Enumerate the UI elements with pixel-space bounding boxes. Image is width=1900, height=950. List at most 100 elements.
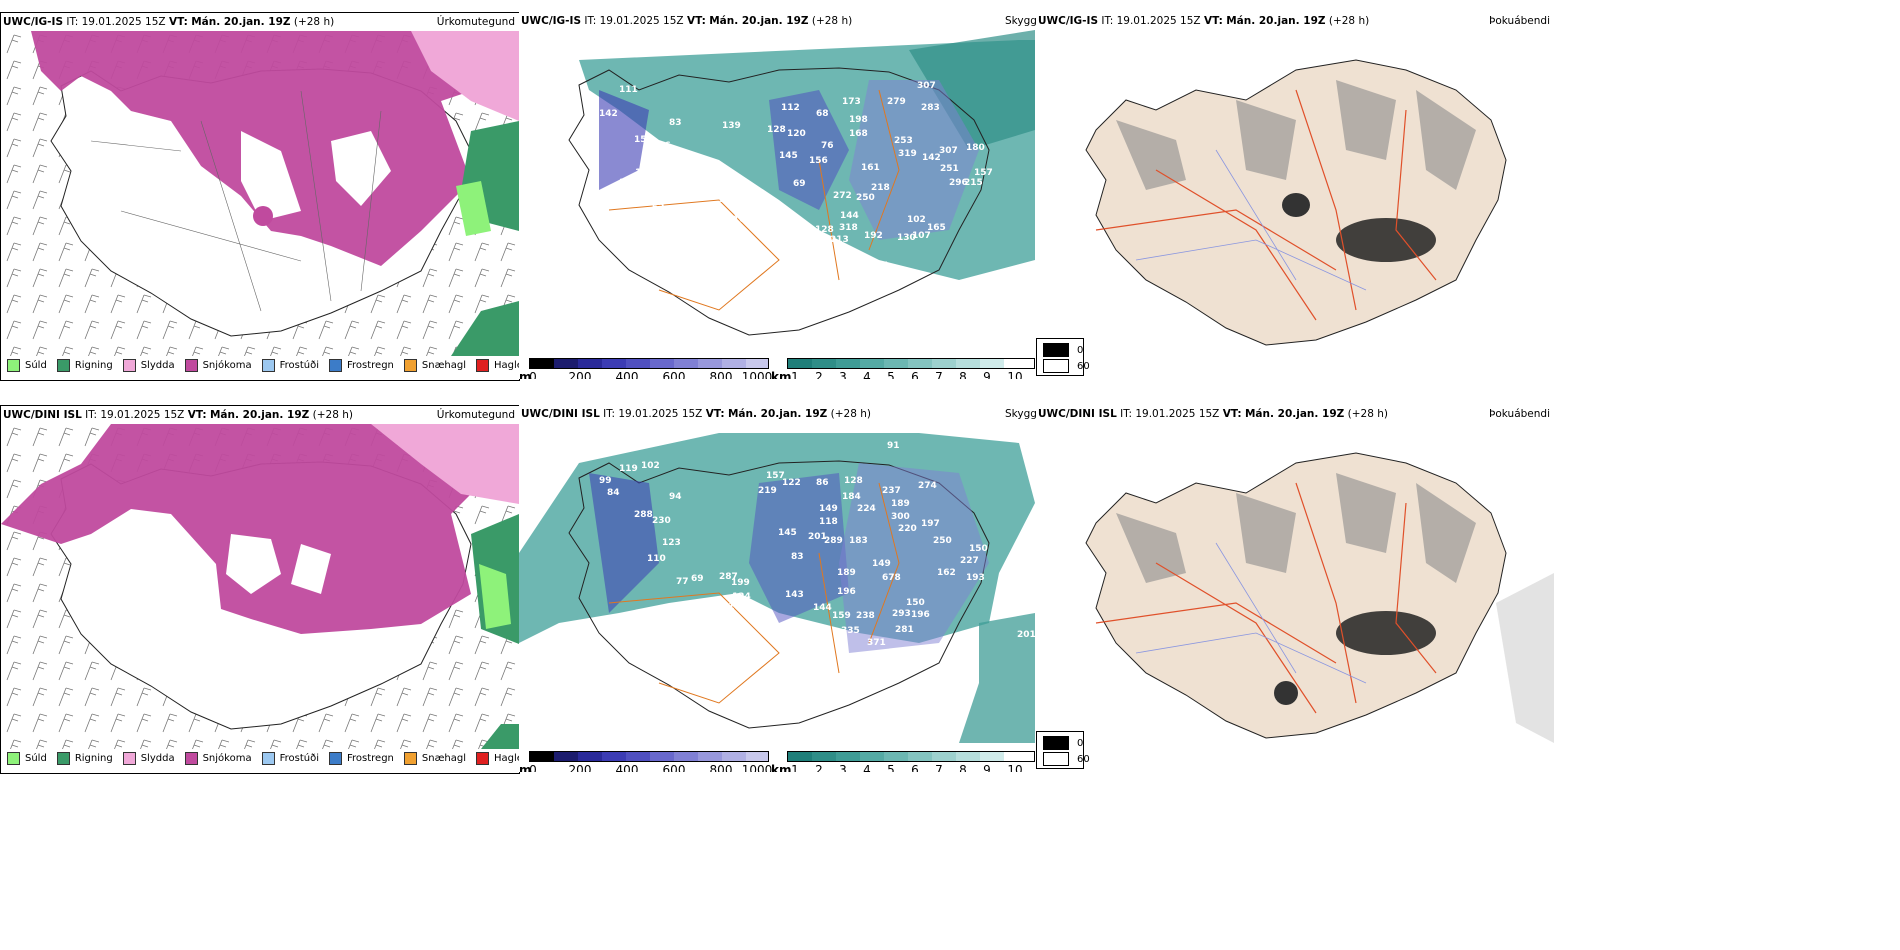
svg-text:143: 143 — [785, 590, 804, 600]
svg-text:150: 150 — [906, 598, 925, 608]
svg-text:318: 318 — [839, 223, 858, 233]
svg-text:102: 102 — [641, 461, 660, 471]
svg-text:123: 123 — [662, 538, 681, 548]
svg-text:105: 105 — [733, 215, 752, 225]
cloud-map: 119 102 99 84 94 288 230 123 110 77 69 2… — [519, 423, 1035, 743]
legend-item: Rigning — [56, 359, 113, 372]
svg-text:289: 289 — [824, 536, 843, 546]
svg-text:144: 144 — [813, 603, 832, 613]
svg-text:149: 149 — [872, 559, 891, 569]
svg-text:371: 371 — [867, 638, 886, 648]
svg-text:128: 128 — [815, 225, 834, 235]
svg-text:157: 157 — [766, 471, 785, 481]
svg-text:156: 156 — [809, 156, 828, 166]
legend-swatch — [403, 752, 417, 765]
legend-swatch — [56, 359, 70, 372]
svg-text:118: 118 — [819, 517, 838, 527]
svg-text:307: 307 — [939, 146, 958, 156]
svg-text:111: 111 — [619, 85, 638, 95]
legend-item: Snjókoma — [184, 752, 252, 765]
legend-item: Frostregn — [329, 752, 394, 765]
colorbar-cells — [529, 751, 769, 762]
svg-text:198: 198 — [849, 115, 868, 125]
svg-text:119: 119 — [619, 464, 638, 474]
legend-swatch — [403, 359, 417, 372]
legend-item: Frostúði — [261, 752, 319, 765]
svg-text:107: 107 — [912, 231, 931, 241]
colorbar-cells — [529, 358, 769, 369]
sleet-area — [411, 31, 519, 121]
panel-header: UWC/IG-IS IT: 19.01.2025 15Z VT: Mán. 20… — [521, 15, 853, 27]
legend-item: Súld — [7, 752, 47, 765]
svg-text:251: 251 — [940, 164, 959, 174]
svg-text:110: 110 — [647, 554, 666, 564]
legend-swatch — [7, 752, 20, 765]
rain-area-se — [481, 724, 519, 749]
svg-text:250: 250 — [933, 536, 952, 546]
legend-item: Rigning — [56, 752, 113, 765]
cloud-panel-2: UWC/DINI ISL IT: 19.01.2025 15Z VT: Mán.… — [519, 405, 1035, 772]
svg-text:253: 253 — [894, 136, 913, 146]
svg-text:322: 322 — [719, 195, 738, 205]
svg-text:91: 91 — [887, 441, 900, 451]
svg-text:199: 199 — [731, 578, 750, 588]
cloud-base-labels: 119 102 99 84 94 288 230 123 110 77 69 2… — [599, 441, 1035, 648]
svg-text:219: 219 — [758, 486, 777, 496]
svg-text:69: 69 — [793, 179, 806, 189]
svg-text:168: 168 — [849, 129, 868, 139]
svg-text:201: 201 — [808, 532, 827, 542]
svg-text:224: 224 — [857, 504, 876, 514]
svg-text:218: 218 — [871, 183, 890, 193]
iceland-outline — [1085, 452, 1507, 739]
legend-item: Snjókoma — [184, 359, 252, 372]
svg-text:193: 193 — [966, 573, 985, 583]
svg-text:189: 189 — [891, 499, 910, 509]
drizzle-area — [479, 564, 511, 629]
svg-text:279: 279 — [887, 97, 906, 107]
svg-text:56: 56 — [695, 616, 708, 626]
svg-text:130: 130 — [897, 233, 916, 243]
svg-text:227: 227 — [960, 556, 979, 566]
svg-text:122: 122 — [782, 478, 801, 488]
svg-text:154: 154 — [634, 135, 653, 145]
panel-header: UWC/DINI ISL IT: 19.01.2025 15Z VT: Mán.… — [1038, 408, 1388, 420]
svg-text:293: 293 — [892, 609, 911, 619]
svg-text:112: 112 — [781, 103, 800, 113]
legend-swatch — [122, 359, 136, 372]
svg-text:62: 62 — [652, 203, 665, 213]
svg-text:157: 157 — [974, 168, 993, 178]
sleet-area — [371, 424, 519, 504]
legend-item: Slydda — [122, 359, 175, 372]
svg-text:77: 77 — [676, 577, 689, 587]
svg-text:283: 283 — [921, 103, 940, 113]
legend-swatch — [261, 752, 275, 765]
panel-header: UWC/IG-IS IT: 19.01.2025 15Z VT: Mán. 20… — [1038, 15, 1370, 27]
svg-text:162: 162 — [937, 568, 956, 578]
svg-text:319: 319 — [898, 149, 917, 159]
precip-type-panel-1: UWC/IG-IS IT: 19.01.2025 15Z VT: Mán. 20… — [0, 12, 520, 381]
legend-item: Haglél — [476, 359, 519, 372]
svg-text:587: 587 — [869, 261, 888, 271]
svg-text:91: 91 — [722, 602, 735, 612]
svg-text:281: 281 — [895, 625, 914, 635]
fog-panel-1: UWC/IG-IS IT: 19.01.2025 15Z VT: Mán. 20… — [1036, 12, 1554, 379]
visibility-colorbar: km 1 2 3 4 5 6 7 8 9 10 — [771, 358, 1035, 379]
iceland-outline — [568, 460, 990, 729]
svg-text:83: 83 — [669, 118, 682, 128]
legend-swatch — [476, 752, 490, 765]
svg-text:287: 287 — [719, 572, 738, 582]
precip-type-map — [1, 424, 519, 749]
svg-text:274: 274 — [918, 481, 937, 491]
svg-text:300: 300 — [891, 512, 910, 522]
svg-text:149: 149 — [819, 504, 838, 514]
svg-text:296: 296 — [949, 178, 968, 188]
fog-map — [1085, 452, 1554, 743]
legend-item: Frostúði — [261, 359, 319, 372]
svg-text:139: 139 — [722, 121, 741, 131]
svg-text:250: 250 — [856, 193, 875, 203]
legend-item: Haglél — [476, 752, 519, 765]
precip-type-panel-2: UWC/DINI ISL IT: 19.01.2025 15Z VT: Mán.… — [0, 405, 520, 774]
fog-map — [1085, 59, 1507, 346]
svg-text:165: 165 — [927, 223, 946, 233]
legend-swatch — [329, 359, 342, 372]
